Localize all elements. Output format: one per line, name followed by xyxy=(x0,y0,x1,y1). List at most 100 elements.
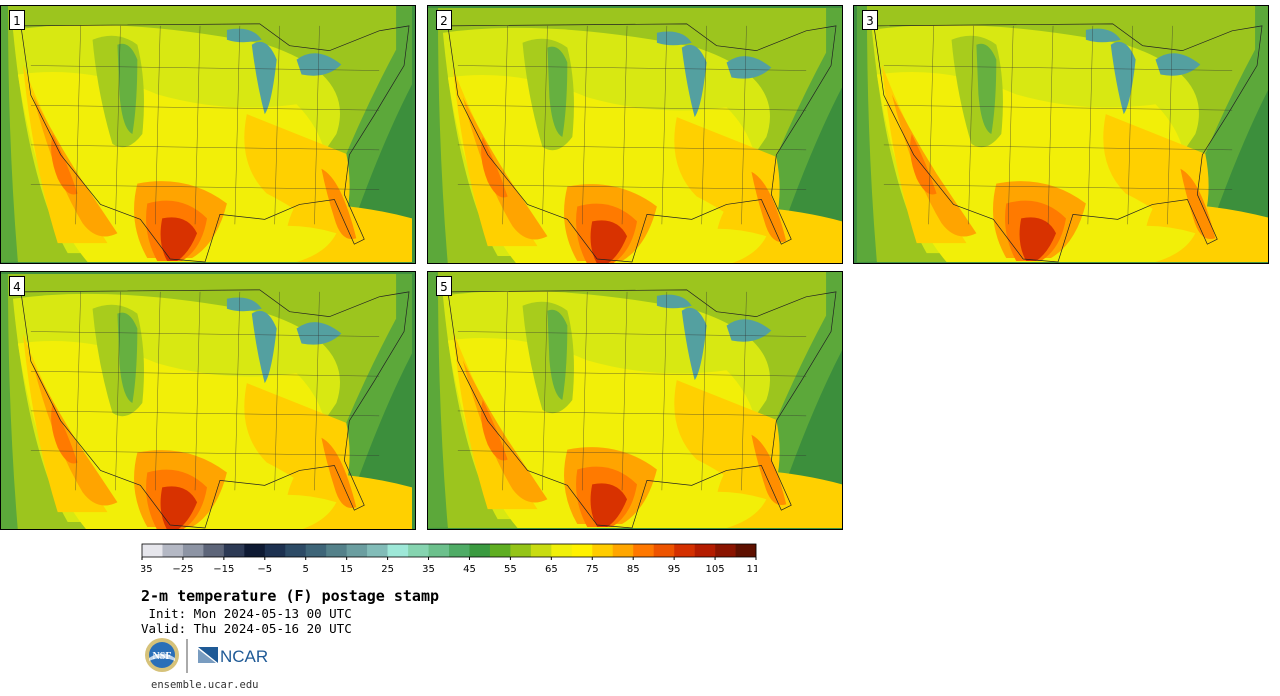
temperature-field xyxy=(428,272,842,529)
colorbar-tick-label: 15 xyxy=(340,564,353,573)
state-border xyxy=(30,331,380,337)
colorbar-tick-label: −15 xyxy=(213,564,234,573)
state-border xyxy=(883,144,1233,151)
colorbar-tick-label: 65 xyxy=(545,564,558,573)
temperature-region xyxy=(1085,28,1121,43)
temperature-region xyxy=(452,67,538,247)
state-border xyxy=(582,291,588,491)
temperature-region xyxy=(462,360,548,503)
state-border xyxy=(30,144,380,151)
state-border xyxy=(155,291,161,491)
state-border xyxy=(457,184,807,190)
temperature-region xyxy=(226,28,262,43)
colorbar-bin xyxy=(489,544,511,557)
state-border xyxy=(194,291,201,491)
temperature-region xyxy=(296,53,342,76)
state-border xyxy=(542,25,548,225)
temperature-region xyxy=(32,94,118,237)
temperature-region xyxy=(590,220,628,263)
colorbar-tick-label: 95 xyxy=(668,564,681,573)
state-border xyxy=(234,25,241,225)
state-border xyxy=(194,25,201,225)
colorbar-tick-label: 45 xyxy=(463,564,476,573)
member-label: 2 xyxy=(436,10,452,30)
state-border xyxy=(1167,25,1173,225)
state-border xyxy=(457,371,807,377)
state-border xyxy=(75,291,81,491)
state-border xyxy=(883,65,1233,71)
state-border xyxy=(741,25,747,225)
state-border xyxy=(155,25,161,225)
state-border xyxy=(30,371,380,377)
temperature-region xyxy=(726,56,772,79)
temperature-region xyxy=(547,46,568,137)
state-border xyxy=(30,184,380,190)
country-outline xyxy=(873,23,1263,263)
state-border xyxy=(968,25,974,225)
temperature-region xyxy=(160,217,198,262)
country-outline xyxy=(447,23,837,263)
state-border xyxy=(30,450,380,456)
state-border xyxy=(274,25,280,225)
country-outline xyxy=(20,23,410,263)
state-border xyxy=(30,105,380,111)
website-url: ensemble.ucar.edu xyxy=(151,679,259,691)
colorbar-tick-label: 85 xyxy=(627,564,640,573)
temperature-region xyxy=(547,309,568,401)
member-label: 3 xyxy=(862,10,878,30)
nsf-logo-text: NSF xyxy=(153,651,172,662)
colorbar-tick-label: 35 xyxy=(422,564,435,573)
colorbar-bin xyxy=(510,544,532,557)
temperature-region xyxy=(891,94,977,237)
colorbar-bin xyxy=(264,544,286,557)
colorbar-tick-label: 115 xyxy=(746,564,757,573)
colorbar-bin xyxy=(715,544,736,557)
state-border xyxy=(75,25,81,225)
state-border xyxy=(30,65,380,71)
state-border xyxy=(621,25,628,225)
colorbar-bin xyxy=(244,544,266,557)
temperature-region xyxy=(910,134,937,195)
temperature-region xyxy=(666,228,767,263)
temperature-region xyxy=(726,319,772,342)
colorbar-bin xyxy=(285,544,307,557)
colorbar-bin xyxy=(592,544,614,557)
state-border xyxy=(457,331,807,337)
temperature-region xyxy=(32,363,118,506)
temperature-region xyxy=(321,437,357,508)
temperature-region xyxy=(251,41,277,115)
temperature-region xyxy=(681,44,707,118)
member-panel-4: 4 xyxy=(0,271,416,530)
colorbar-tick-label: 5 xyxy=(303,564,309,573)
colorbar-bin xyxy=(449,544,470,557)
temperature-region xyxy=(1155,53,1201,76)
valid-time: Valid: Thu 2024-05-16 20 UTC xyxy=(141,621,352,636)
member-panel-2: 2 xyxy=(427,5,843,264)
member-label: 4 xyxy=(9,276,25,296)
colorbar-tick-label: 105 xyxy=(706,564,725,573)
temperature-region xyxy=(22,64,108,244)
state-border xyxy=(115,291,121,491)
temperature-region xyxy=(226,297,262,312)
colorbar-bin xyxy=(408,544,429,557)
ncar-logo-icon: NCAR xyxy=(198,647,268,666)
state-border xyxy=(928,25,934,225)
temperature-region xyxy=(22,333,108,513)
colorbar-bin xyxy=(530,544,552,557)
temperature-region xyxy=(656,294,692,309)
state-border xyxy=(883,105,1233,111)
colorbar-bin xyxy=(326,544,347,557)
state-border xyxy=(457,450,807,456)
temperature-region xyxy=(452,330,538,510)
state-border xyxy=(741,291,747,491)
colorbar-tick-label: −35 xyxy=(141,564,153,573)
state-border xyxy=(457,65,807,71)
state-border xyxy=(30,410,380,417)
state-border xyxy=(621,291,628,491)
nsf-logo-icon: NSF xyxy=(145,638,179,672)
colorbar-bin xyxy=(612,544,634,557)
state-border xyxy=(661,291,668,491)
member-panel-5: 5 xyxy=(427,271,843,530)
temperature-region xyxy=(296,322,342,345)
state-border xyxy=(314,25,320,225)
